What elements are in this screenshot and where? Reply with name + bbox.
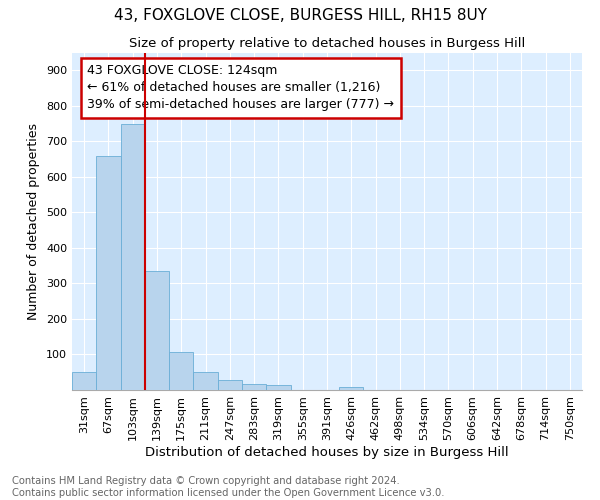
Title: Size of property relative to detached houses in Burgess Hill: Size of property relative to detached ho… — [129, 37, 525, 50]
Bar — [169, 352, 193, 390]
Y-axis label: Number of detached properties: Number of detached properties — [28, 122, 40, 320]
Text: 43 FOXGLOVE CLOSE: 124sqm
← 61% of detached houses are smaller (1,216)
39% of se: 43 FOXGLOVE CLOSE: 124sqm ← 61% of detac… — [88, 64, 394, 112]
Bar — [72, 372, 96, 390]
Bar — [145, 271, 169, 390]
Bar — [242, 384, 266, 390]
Bar — [96, 156, 121, 390]
Bar — [339, 387, 364, 390]
Text: Contains HM Land Registry data © Crown copyright and database right 2024.
Contai: Contains HM Land Registry data © Crown c… — [12, 476, 445, 498]
Bar — [193, 372, 218, 390]
X-axis label: Distribution of detached houses by size in Burgess Hill: Distribution of detached houses by size … — [145, 446, 509, 458]
Bar — [266, 386, 290, 390]
Bar — [121, 124, 145, 390]
Bar — [218, 380, 242, 390]
Text: 43, FOXGLOVE CLOSE, BURGESS HILL, RH15 8UY: 43, FOXGLOVE CLOSE, BURGESS HILL, RH15 8… — [113, 8, 487, 22]
